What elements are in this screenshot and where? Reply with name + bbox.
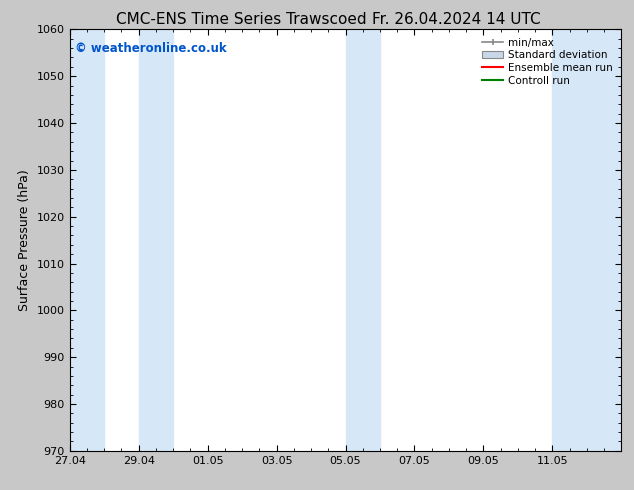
Text: © weatheronline.co.uk: © weatheronline.co.uk [75,42,227,55]
Legend: min/max, Standard deviation, Ensemble mean run, Controll run: min/max, Standard deviation, Ensemble me… [479,35,616,89]
Bar [552,29,621,451]
Text: Fr. 26.04.2024 14 UTC: Fr. 26.04.2024 14 UTC [372,12,541,27]
Text: CMC-ENS Time Series Trawscoed: CMC-ENS Time Series Trawscoed [115,12,366,27]
Bar [139,29,173,451]
Bar [70,29,104,451]
Y-axis label: Surface Pressure (hPa): Surface Pressure (hPa) [18,169,31,311]
Bar [346,29,380,451]
